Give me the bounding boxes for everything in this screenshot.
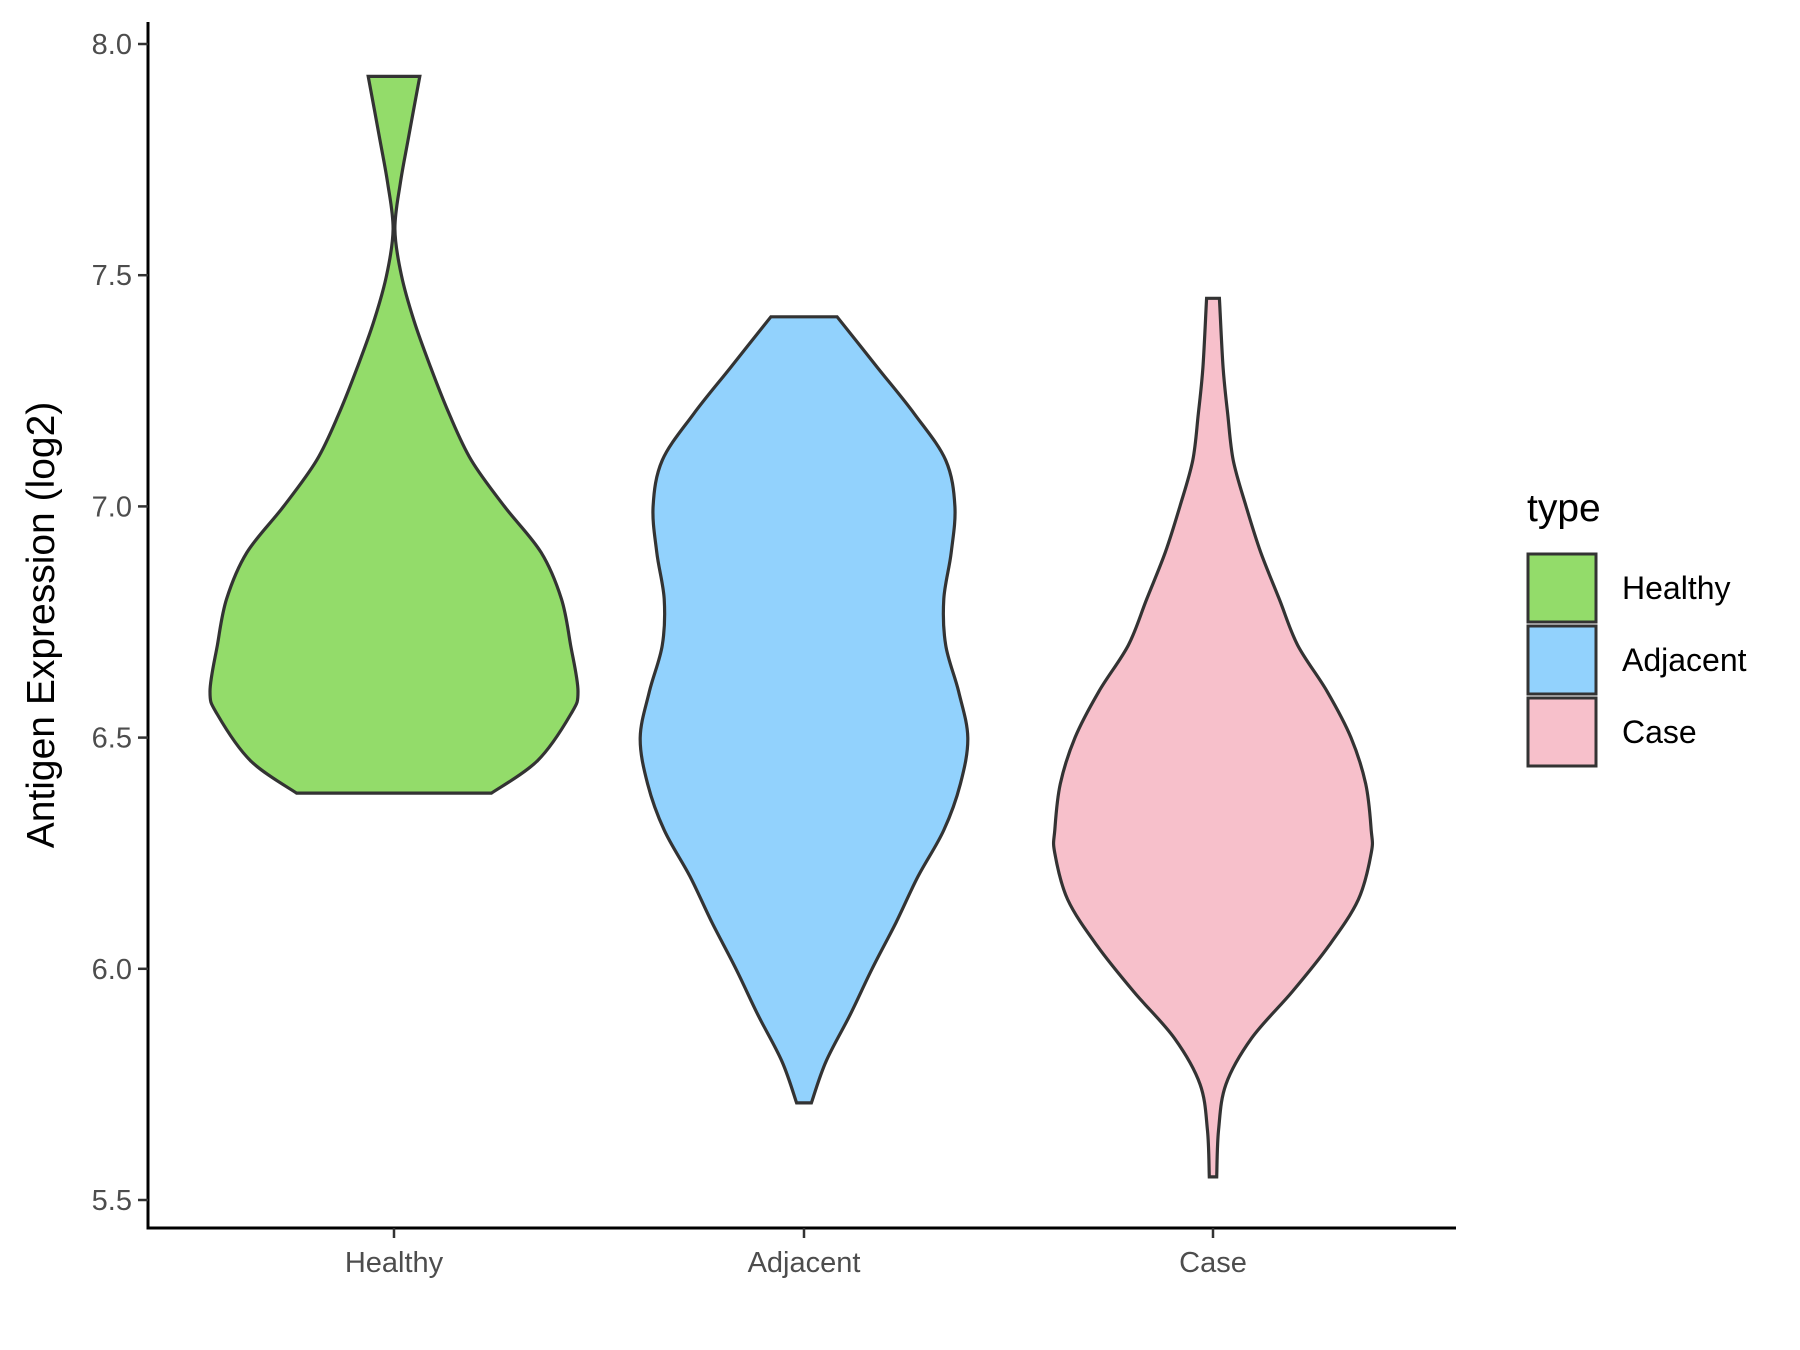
legend: type Healthy Adjacent Case bbox=[1526, 487, 1747, 768]
y-ticks: 5.5 6.0 6.5 7.0 7.5 8.0 bbox=[92, 29, 148, 1217]
y-tick-label: 6.0 bbox=[92, 954, 132, 986]
violin-adjacent bbox=[638, 315, 970, 1105]
y-tick-label: 7.0 bbox=[92, 491, 132, 523]
legend-label-adjacent: Adjacent bbox=[1622, 642, 1747, 678]
violin-healthy bbox=[208, 74, 580, 795]
legend-key-healthy bbox=[1526, 552, 1598, 624]
legend-key-adjacent bbox=[1526, 624, 1598, 696]
legend-title: type bbox=[1527, 487, 1601, 530]
axes bbox=[146, 22, 1456, 1230]
y-axis-title: Antigen Expression (log2) bbox=[20, 402, 63, 849]
y-tick-label: 8.0 bbox=[92, 29, 132, 61]
violin-layer bbox=[208, 74, 1375, 1179]
violin-case bbox=[1051, 296, 1375, 1179]
x-tick-label-healthy: Healthy bbox=[345, 1247, 444, 1279]
x-tick-label-case: Case bbox=[1179, 1247, 1247, 1279]
y-tick-label: 7.5 bbox=[92, 260, 132, 292]
x-tick-label-adjacent: Adjacent bbox=[748, 1247, 861, 1279]
x-ticks: Healthy Adjacent Case bbox=[345, 1228, 1247, 1279]
legend-key-case bbox=[1526, 696, 1598, 768]
y-tick-label: 5.5 bbox=[92, 1185, 132, 1217]
legend-label-case: Case bbox=[1622, 714, 1697, 750]
y-tick-label: 6.5 bbox=[92, 723, 132, 755]
legend-label-healthy: Healthy bbox=[1622, 570, 1731, 606]
